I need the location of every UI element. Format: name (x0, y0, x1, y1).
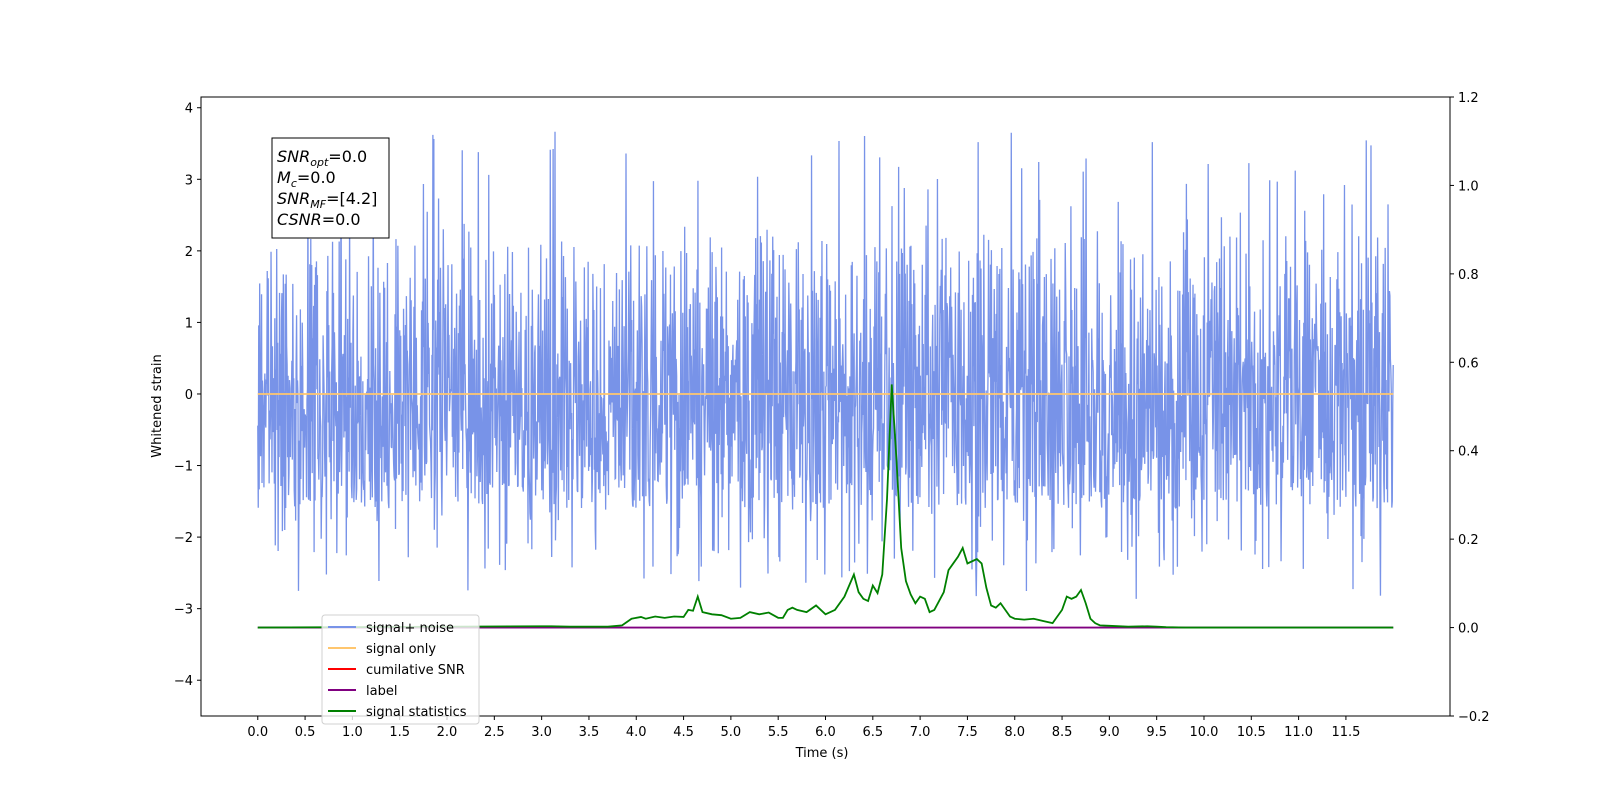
legend-label: signal statistics (366, 705, 467, 720)
signal-noise-series (257, 131, 1394, 599)
x-tick-label: 1.0 (342, 725, 363, 740)
x-tick-label: 4.0 (626, 725, 647, 740)
x-tick-label: 0.5 (295, 725, 316, 740)
x-tick-label: 9.5 (1146, 725, 1167, 740)
y-tick-label: 4 (185, 102, 193, 117)
y-tick-label: −2 (174, 531, 193, 546)
x-tick-label: 5.5 (768, 725, 789, 740)
x-tick-label: 5.0 (721, 725, 742, 740)
y-tick-label: −1 (174, 460, 193, 475)
y-tick-label: 0 (185, 388, 193, 403)
annotation-line: SNRopt=0.0 (277, 147, 367, 169)
legend-label: signal only (366, 642, 436, 657)
x-tick-label: 9.0 (1099, 725, 1120, 740)
x-tick-label: 7.5 (957, 725, 978, 740)
legend: signal+ noise signal only cumilative SNR la… (321, 614, 480, 725)
x-tick-label: 1.5 (389, 725, 410, 740)
y2-tick-label: 0.2 (1458, 533, 1479, 548)
y-tick-label: 2 (185, 245, 193, 260)
x-tick-label: 10.5 (1237, 725, 1266, 740)
y2-axis: 1.2 1.0 0.8 0.6 0.4 0.2 0.0 −0.2 (1450, 91, 1490, 725)
x-tick-label: 4.5 (673, 725, 694, 740)
y2-tick-label: 0.6 (1458, 356, 1479, 371)
x-axis: 0.0 0.5 1.0 1.5 2.0 2.5 3.0 3.5 4.0 4.5 5.0 5.5 6.0 6… (247, 716, 1360, 740)
x-tick-label: 8.0 (1004, 725, 1025, 740)
x-tick-label: 2.0 (437, 725, 458, 740)
series-line-4 (257, 384, 1394, 629)
x-tick-label: 6.5 (862, 725, 883, 740)
annotation-line: SNRMF=[4.2] (277, 189, 377, 211)
x-tick-label: 3.0 (531, 725, 552, 740)
y-axis-title: Whitened strain (150, 354, 165, 457)
y-tick-label: 3 (185, 173, 193, 188)
legend-frame (321, 614, 480, 725)
x-tick-label: 6.0 (815, 725, 836, 740)
y2-tick-label: 1.0 (1458, 179, 1479, 194)
x-tick-label: 7.0 (910, 725, 931, 740)
x-tick-label: 0.0 (247, 725, 268, 740)
y2-tick-label: 1.2 (1458, 91, 1479, 106)
x-tick-label: 8.5 (1052, 725, 1073, 740)
x-tick-label: 3.5 (579, 725, 600, 740)
y-tick-label: 1 (185, 316, 193, 331)
y-tick-label: −3 (174, 603, 193, 618)
annotation-line: Mc=0.0 (277, 168, 336, 190)
y-tick-label: −4 (174, 674, 193, 689)
y2-tick-label: 0.8 (1458, 268, 1479, 283)
x-axis-title: Time (s) (795, 746, 849, 761)
signal-noise-line (257, 131, 1394, 599)
y2-tick-label: 0.4 (1458, 445, 1479, 460)
x-tick-label: 11.5 (1331, 725, 1360, 740)
legend-label: signal+ noise (366, 621, 454, 636)
legend-label: label (366, 684, 397, 699)
legend-label: cumilative SNR (366, 663, 465, 678)
y-axis: 4 3 2 1 0 −1 −2 −3 −4 (174, 102, 201, 689)
x-tick-label: 2.5 (484, 725, 505, 740)
x-tick-label: 11.0 (1284, 725, 1313, 740)
x-tick-label: 10.0 (1190, 725, 1219, 740)
annotation-line: CSNR=0.0 (277, 210, 361, 229)
annotation-frame (271, 137, 390, 239)
y2-tick-label: −0.2 (1458, 710, 1490, 725)
y2-tick-label: 0.0 (1458, 622, 1479, 637)
